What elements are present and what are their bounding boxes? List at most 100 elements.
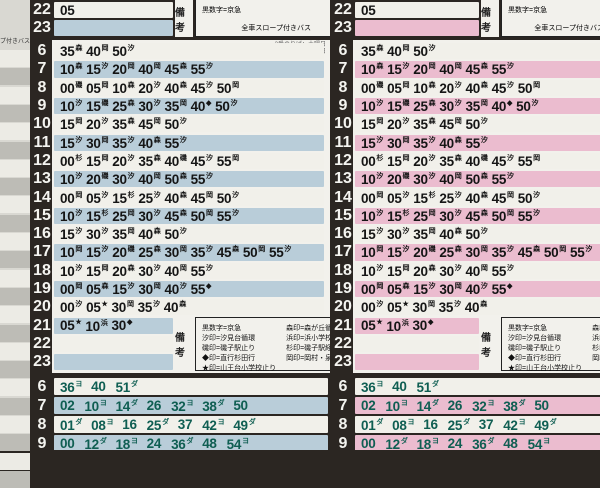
minute: 12 (385, 436, 400, 451)
route-mark: 汐 (376, 173, 384, 181)
route-mark: 汐 (153, 209, 161, 217)
departure-time: 50汐 (215, 98, 237, 114)
departure-time: 40森 (466, 190, 488, 206)
timetable-left-blue: 220523備考黒数字=京急全車スロープ付きバス2番のりば：土曜日改正日：202… (30, 0, 330, 450)
edge-stripe (0, 342, 30, 360)
route-mark: 森 (454, 136, 462, 144)
minute: 05 (86, 299, 101, 315)
hour-row: 15 10汐 15杉 25岡 30汐 45森 50岡 55汐 (331, 207, 600, 225)
route-mark: 汐 (454, 301, 461, 309)
departure-time: 25岡 (413, 208, 435, 224)
route-mark: ヨ (106, 418, 114, 426)
departure-time: 45森 (466, 61, 488, 77)
minute: 55 (190, 263, 206, 279)
departure-time: 24 (147, 436, 162, 450)
departure-time: 55汐 (518, 208, 540, 224)
departure-time: 05汐 (387, 190, 409, 206)
route-mark: ヨ (400, 399, 408, 407)
route-mark: 杉 (376, 154, 384, 162)
minute: 20 (112, 62, 127, 78)
route-mark: 森 (179, 209, 187, 217)
minute: 15 (60, 117, 75, 133)
departure-time: 26 (147, 398, 162, 413)
minutes-cell: 15汐 30汐 35岡 40森 50汐 (54, 226, 324, 243)
departure-time: 00汐 (60, 299, 82, 315)
route-mark: 岡 (454, 63, 462, 71)
departure-time: 50汐 (466, 226, 488, 242)
minute: 35 (60, 44, 75, 60)
minutes-cell: 00岡 05森 15汐 30岡 40汐 55◆ (355, 280, 600, 298)
departure-time: 15杉 (413, 190, 435, 206)
departure-time: 55汐 (492, 263, 514, 279)
departure-time: 42ヨ (202, 417, 224, 433)
minute: 30 (138, 263, 153, 279)
minute: 10 (112, 80, 127, 96)
minute: 10 (60, 208, 75, 224)
hour-label: 21 (33, 316, 51, 334)
route-mark: 森 (127, 264, 135, 272)
minute: 40 (465, 153, 481, 169)
route-mark: ◆ (427, 319, 434, 327)
minutes-cell: 36ヨ 40 51ダ (54, 378, 328, 395)
route-mark: 汐 (531, 100, 539, 108)
route-mark: 汐 (179, 228, 187, 236)
route-mark: ヨ (75, 380, 83, 388)
route-mark: 杉 (101, 209, 109, 217)
departure-time: 30岡 (466, 244, 488, 260)
minute: 00 (60, 282, 75, 298)
departure-time: 01ダ (60, 417, 82, 433)
route-mark: 岡 (75, 283, 83, 291)
departure-time: 35森 (361, 43, 383, 59)
minute: 20 (112, 245, 127, 261)
minute: 40 (164, 190, 180, 206)
departure-time: 10浜 (386, 318, 408, 334)
departure-time: 30汐 (138, 208, 160, 224)
departure-time: 10森 (413, 80, 435, 96)
departure-time: 20磯 (387, 171, 409, 187)
route-mark: ダ (463, 418, 470, 426)
departure-time: 40岡 (138, 171, 160, 187)
departure-time: 15杉 (86, 208, 108, 224)
minute: 50 (215, 99, 230, 115)
legend-item: 汐印=汐見台循環 (508, 334, 562, 342)
hour-label: 12 (334, 151, 352, 169)
route-mark: 汐 (402, 63, 410, 71)
departure-time: 00 (361, 436, 376, 450)
minute: 20 (413, 153, 428, 169)
route-mark: 岡 (559, 246, 566, 254)
hour-row: 20 00汐 05★ 30岡 35汐 40森 (331, 298, 600, 316)
departure-time: 00汐 (361, 299, 383, 315)
minute: 45 (190, 153, 206, 169)
departure-time: 45岡 (492, 190, 514, 206)
hour-label: 12 (33, 151, 51, 169)
timetable-right-pink: 22 05 23 備考 黒数字=京急 全車スロープ付きバス 6 35森 40岡 50汐 7 10森 15… (331, 0, 600, 450)
minute: 15 (112, 282, 127, 298)
departure-time: 30◆ (413, 318, 434, 333)
route-mark: ◆ (507, 282, 513, 290)
edge-stripe (0, 251, 30, 269)
edge-stripe (0, 470, 30, 488)
minute: 55 (269, 245, 284, 261)
departure-time: 45汐 (492, 153, 514, 169)
route-mark: 森 (179, 81, 187, 89)
departure-time: 25汐 (138, 190, 160, 206)
route-mark: 汐 (127, 154, 135, 162)
minute: 15 (86, 99, 101, 115)
minute: 48 (202, 436, 217, 450)
minute: 50 (112, 44, 127, 60)
route-mark: 汐 (75, 264, 83, 272)
departure-time: 10森 (60, 61, 82, 77)
minute: 30 (86, 227, 101, 243)
edge-stripe (0, 68, 30, 86)
minute: 10 (60, 99, 75, 115)
edge-stripe (0, 50, 30, 67)
minute: 15 (86, 62, 101, 78)
hour-label: 6 (37, 377, 47, 395)
edge-stripe (0, 397, 30, 415)
minute: 35 (491, 245, 507, 261)
route-mark: 汐 (153, 301, 160, 309)
hour-row: 7 10森 15汐 20岡 40岡 45森 55汐 (331, 60, 600, 78)
departure-time: 35汐 (439, 299, 461, 315)
hour-row: 14 00岡 05汐 15杉 25汐 40森 45岡 50汐 (331, 188, 600, 206)
hour-row: 15 10汐 15杉 25岡 30汐 45森 50岡 55汐 (30, 207, 330, 225)
